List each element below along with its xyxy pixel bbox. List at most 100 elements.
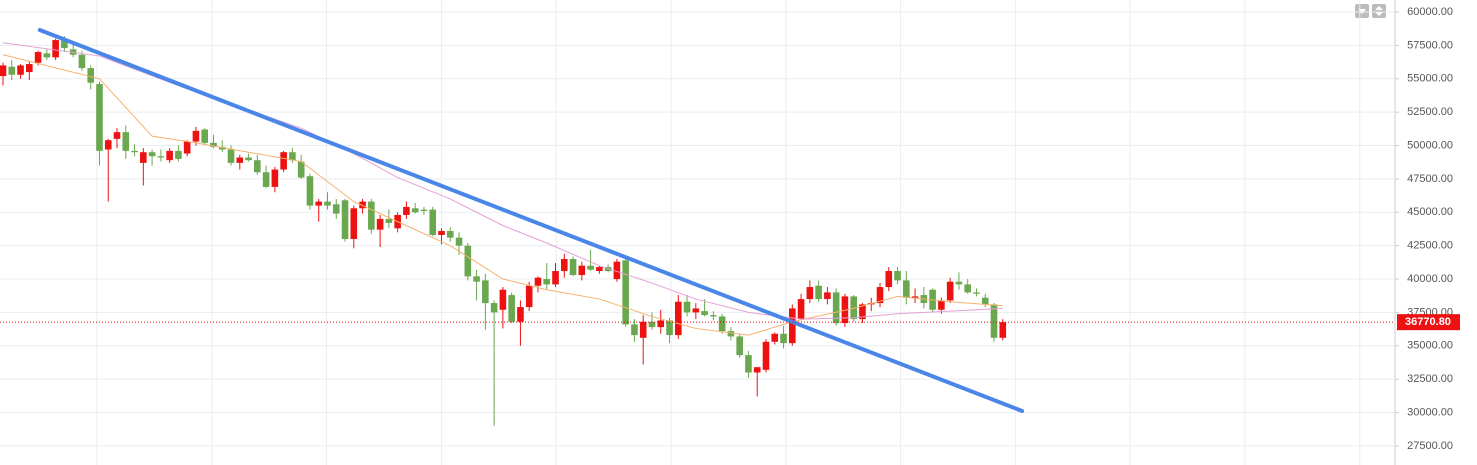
y-tick-label: 42500.00 (1407, 240, 1453, 252)
candle-body (0, 65, 7, 77)
candle-body (166, 150, 173, 161)
y-tick-label: 60000.00 (1407, 6, 1453, 18)
candle-body (780, 333, 787, 344)
candle-body (569, 259, 577, 276)
candle-body (26, 64, 33, 73)
candle-body (797, 299, 805, 320)
candle-body (192, 130, 200, 142)
candle-body (789, 308, 796, 344)
button[interactable] (1372, 4, 1386, 18)
candle-body (674, 301, 682, 336)
candle-body (841, 296, 849, 324)
candle-body (78, 54, 86, 69)
candle-body (96, 84, 103, 151)
last-price-box (1397, 314, 1460, 331)
plot-area (0, 0, 1395, 465)
y-tick-label: 50000.00 (1407, 139, 1453, 151)
candle-body (911, 296, 919, 298)
candle-body (61, 40, 68, 49)
y-tick-label: 40000.00 (1407, 273, 1453, 285)
candle-body (315, 201, 323, 206)
y-tick-label: 35000.00 (1407, 340, 1453, 352)
candle-body (34, 52, 42, 63)
y-tick-label: 45000.00 (1407, 206, 1453, 218)
candle-body (52, 40, 59, 58)
candle-body (254, 160, 261, 173)
candle-body (324, 201, 331, 206)
candle-body (806, 287, 814, 300)
candle-body (482, 280, 489, 304)
candle-body (815, 285, 822, 300)
candle-body (552, 271, 559, 285)
candle-body (534, 277, 542, 286)
candle-body (411, 208, 419, 213)
candle-body (981, 297, 989, 305)
candle-body (499, 289, 507, 310)
candle-body (490, 303, 498, 313)
candle-body (104, 140, 112, 150)
candle-body (824, 292, 831, 300)
candle-body (350, 208, 358, 239)
candle-body (245, 157, 252, 161)
candle-body (578, 265, 586, 276)
candle-body (964, 284, 971, 293)
candle-body (903, 280, 910, 298)
candle-body (289, 152, 296, 161)
candle-body (771, 333, 779, 342)
candle-body (666, 320, 673, 336)
candle-body (587, 265, 594, 270)
icon (1375, 6, 1383, 16)
y-tick-label: 52500.00 (1407, 106, 1453, 118)
candle-body (131, 150, 138, 153)
candle-body (543, 279, 551, 285)
y-tick-label: 32500.00 (1407, 373, 1453, 385)
moving-average (2, 54, 1003, 336)
candle-body (140, 152, 147, 163)
candle-body (148, 152, 156, 157)
candle-body (639, 321, 647, 338)
candle-body (727, 331, 735, 337)
candle-body (876, 287, 884, 304)
candle-body (973, 292, 980, 294)
candle-body (157, 156, 165, 158)
candle-body (560, 259, 568, 272)
candle-body (999, 322, 1007, 338)
y-tick-label: 57500.00 (1407, 39, 1453, 51)
candle-body (446, 230, 454, 238)
candle-body (210, 142, 217, 147)
candle-body (262, 172, 270, 187)
candle-body (859, 304, 866, 320)
candle-body (710, 315, 717, 317)
candle-body (368, 201, 375, 230)
candle-body (657, 320, 665, 328)
candle-body (271, 169, 279, 187)
candle-body (517, 307, 524, 322)
candle-body (648, 321, 656, 328)
zoom-buttons[interactable] (1355, 4, 1386, 18)
candle-body (683, 301, 691, 313)
y-tick-label: 27500.00 (1407, 440, 1453, 452)
candle-body (596, 267, 603, 272)
candle-body (745, 355, 752, 373)
candle-body (473, 276, 480, 282)
candle-body (736, 336, 743, 356)
candle-body (332, 204, 340, 214)
moving-average (2, 42, 1003, 320)
candle-body (297, 161, 305, 178)
candle-body (280, 152, 287, 170)
candle-body (894, 271, 901, 281)
candle-body (227, 149, 235, 163)
candle-body (87, 68, 94, 83)
y-tick-label: 47500.00 (1407, 173, 1453, 185)
candle-body (183, 141, 191, 154)
candle-body (508, 295, 515, 322)
candle-body (946, 281, 954, 301)
candle-body (692, 308, 700, 313)
candle-body (850, 296, 857, 320)
candle-body (122, 132, 130, 151)
candle-body (201, 129, 209, 143)
candle-body (455, 237, 463, 246)
candle-body (17, 65, 24, 75)
candle-body (385, 218, 393, 223)
